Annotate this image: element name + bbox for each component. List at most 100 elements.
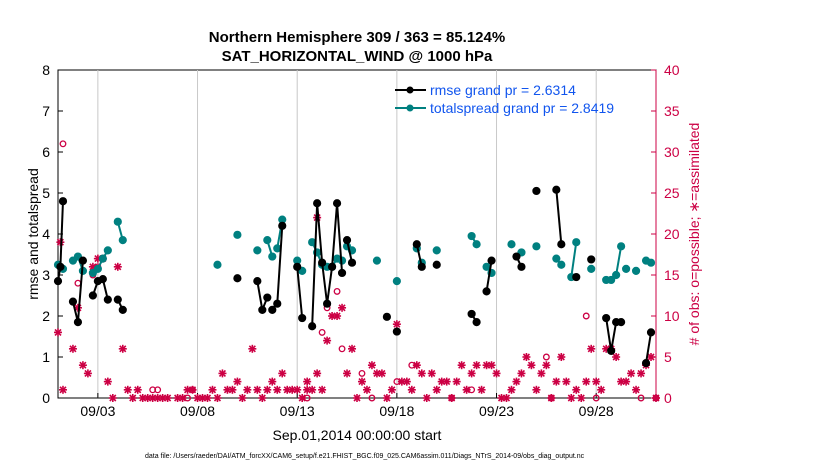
- marker-stroke: [368, 361, 376, 369]
- rmse-point: [342, 236, 352, 245]
- obs-possible-marker: [468, 386, 476, 394]
- rmse-point: [88, 291, 97, 300]
- marker-stroke: [458, 361, 466, 369]
- obs-assimilated-series: [54, 213, 660, 402]
- rmse-line-segment: [645, 332, 653, 364]
- marker-stroke: [238, 394, 246, 402]
- obs-assimilated-marker: [118, 344, 127, 353]
- marker-stroke: [572, 386, 580, 394]
- marker-stroke: [114, 263, 122, 271]
- marker-stroke: [577, 394, 585, 402]
- obs-assimilated-marker: [417, 369, 426, 378]
- left-tick-label: 4: [42, 226, 50, 242]
- rmse-point: [78, 256, 88, 265]
- right-tick-label: 35: [664, 103, 680, 119]
- obs-assimilated-marker: [128, 394, 137, 402]
- rmse-series: [53, 185, 656, 368]
- marker-stroke: [134, 386, 142, 394]
- obs-assimilated-marker: [233, 377, 242, 386]
- obs-assimilated-marker: [542, 361, 551, 370]
- right-tick-label: 15: [664, 267, 680, 283]
- obs-assimilated-marker: [338, 303, 347, 312]
- obs-possible-marker: [408, 361, 416, 369]
- marker-stroke: [502, 394, 511, 402]
- marker-stroke: [79, 361, 87, 369]
- legend-rmse-label: rmse grand pr = 2.6314: [430, 82, 576, 98]
- obs-assimilated-marker: [452, 377, 461, 386]
- left-tick-label: 6: [42, 144, 50, 160]
- obs-assimilated-marker: [527, 361, 536, 370]
- marker-stroke: [403, 378, 411, 386]
- obs-assimilated-marker: [123, 385, 132, 394]
- obs-assimilated-marker: [308, 385, 317, 394]
- marker-stroke: [512, 378, 521, 386]
- obs-assimilated-marker: [313, 369, 322, 378]
- totalspread-point: [472, 240, 481, 249]
- marker-stroke: [552, 378, 560, 386]
- obs-possible-marker: [189, 386, 196, 394]
- marker-stroke: [203, 394, 212, 402]
- right-tick-label: 40: [664, 62, 680, 78]
- marker-stroke: [627, 369, 635, 377]
- marker-stroke: [253, 386, 261, 394]
- obs-assimilated-marker: [68, 344, 77, 353]
- obs-assimilated-marker: [333, 312, 342, 320]
- rmse-point: [472, 318, 481, 327]
- marker-stroke: [428, 369, 436, 377]
- marker-stroke: [358, 378, 366, 386]
- rmse-point: [557, 240, 566, 249]
- rmse-point: [73, 318, 83, 327]
- obs-assimilated-marker: [392, 320, 401, 329]
- obs-possible-marker: [59, 140, 67, 148]
- rmse-point: [337, 268, 347, 278]
- obs-possible-marker: [637, 394, 645, 402]
- obs-possible-marker: [338, 345, 346, 353]
- marker-stroke: [463, 386, 471, 394]
- obs-assimilated-marker: [343, 369, 352, 378]
- rmse-point: [68, 297, 78, 306]
- totalspread-point: [607, 275, 616, 285]
- obs-assimilated-marker: [402, 377, 411, 386]
- legend: rmse grand pr = 2.6314 totalspread grand…: [395, 82, 614, 116]
- marker-stroke: [622, 378, 630, 386]
- obs-assimilated-marker: [592, 377, 601, 386]
- rmse-point: [487, 256, 496, 265]
- obs-assimilated-marker: [517, 369, 526, 378]
- totalspread-point: [507, 240, 516, 249]
- obs-assimilated-marker: [552, 377, 561, 386]
- marker-stroke: [308, 386, 316, 394]
- marker-stroke: [517, 369, 526, 377]
- marker-stroke: [333, 312, 341, 320]
- obs-assimilated-marker: [318, 385, 327, 394]
- obs-assimilated-marker: [632, 385, 641, 394]
- marker-stroke: [492, 369, 501, 377]
- marker-stroke: [378, 369, 386, 377]
- totalspread-point: [392, 277, 401, 286]
- marker-stroke: [273, 386, 281, 394]
- totalspread-point: [587, 264, 596, 273]
- obs-assimilated-marker: [532, 385, 541, 394]
- rmse-point: [552, 185, 561, 194]
- totalspread-point: [103, 246, 112, 255]
- obs-assimilated-marker: [502, 394, 511, 402]
- obs-assimilated-marker: [238, 394, 247, 402]
- marker-stroke: [388, 386, 396, 394]
- obs-assimilated-marker: [587, 344, 596, 353]
- obs-assimilated-marker: [268, 377, 277, 386]
- obs-assimilated-marker: [442, 377, 451, 386]
- obs-assimilated-marker: [218, 369, 227, 378]
- rmse-point: [308, 322, 317, 331]
- marker-stroke: [298, 394, 306, 402]
- rmse-point: [417, 262, 426, 271]
- x-axis: 09/03 09/08 09/13 09/18 09/23 09/28: [80, 393, 614, 419]
- marker-stroke: [383, 394, 391, 402]
- rmse-point: [332, 199, 342, 208]
- left-tick-label: 1: [42, 349, 50, 365]
- rmse-point: [392, 327, 401, 336]
- marker-stroke: [129, 394, 137, 402]
- obs-assimilated-marker: [432, 385, 441, 394]
- marker-stroke: [89, 263, 97, 271]
- y-axis-label-left: rmse and totalspread: [25, 168, 41, 300]
- x-grid: [97, 70, 597, 398]
- totalspread-point: [572, 238, 581, 247]
